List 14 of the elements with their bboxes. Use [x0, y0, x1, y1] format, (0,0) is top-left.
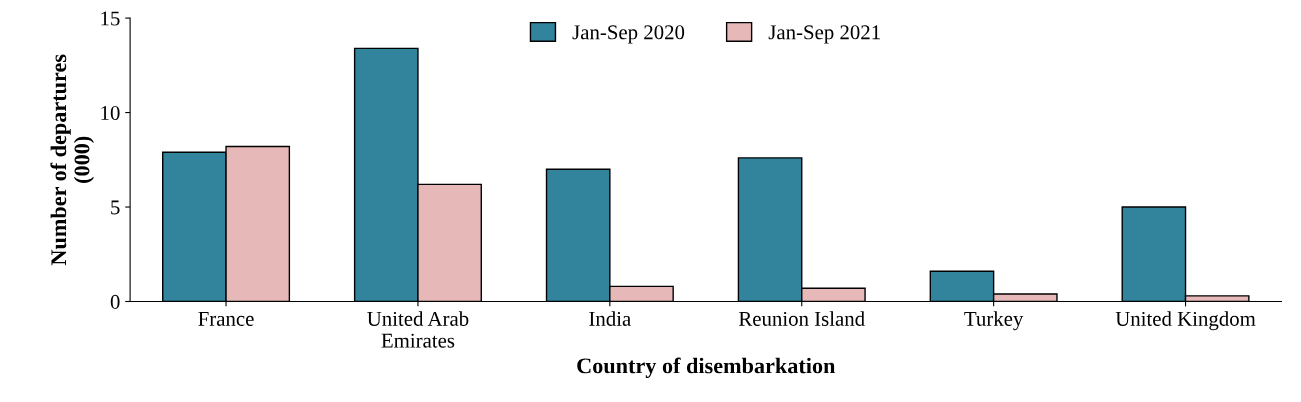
y-tick-label: 0 [110, 294, 120, 309]
x-tick-label: France [198, 312, 254, 326]
legend-label: Jan-Sep 2021 [768, 25, 880, 44]
y-tick-label: 15 [101, 11, 120, 26]
y-tick-label: 5 [111, 200, 120, 215]
y-axis-title: Number of departures (000) [50, 54, 94, 266]
x-axis-title: Country of disembarkation [577, 357, 836, 378]
y-tick-label: 10 [101, 105, 120, 120]
x-tick-label: United Kingdom [1115, 311, 1256, 331]
x-tick-label: Reunion Island [738, 311, 865, 326]
x-tick-label: Turkey [964, 311, 1024, 331]
legend-label: Jan-Sep 2020 [572, 25, 685, 44]
x-tick-label: India [589, 311, 631, 326]
x-tick-label: United Arab Emirates [367, 311, 469, 348]
